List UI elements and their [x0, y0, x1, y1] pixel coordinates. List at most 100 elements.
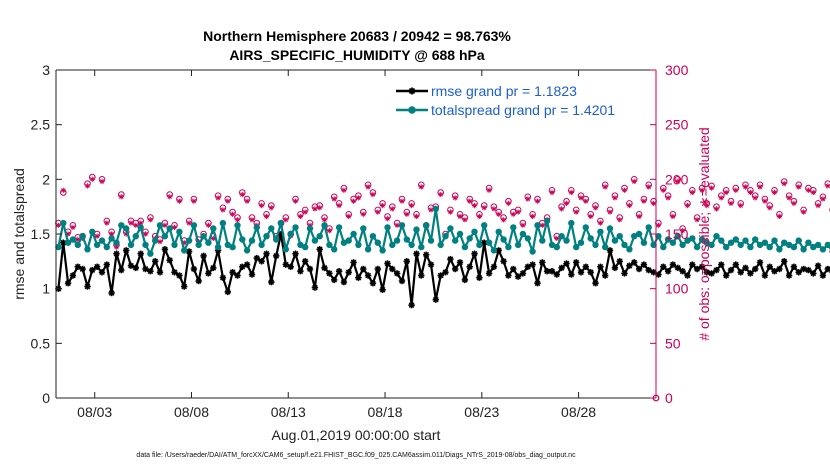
obs_evaluated-point [796, 184, 802, 190]
rmse-point [137, 250, 144, 257]
obs_evaluated-point [220, 207, 226, 213]
totalspread-point [398, 222, 406, 229]
rmse-point [660, 263, 667, 270]
totalspread-point [93, 241, 101, 249]
totalspread-point [142, 241, 149, 249]
totalspread-point [558, 232, 565, 240]
obs_evaluated-point [346, 213, 352, 220]
rmse-point [340, 278, 348, 286]
x-tick-label: 08/23 [464, 404, 499, 420]
rmse-point [500, 258, 507, 265]
totalspread-point [229, 243, 236, 251]
totalspread-point [350, 230, 357, 238]
y-axis-label: rmse and totalspread [11, 168, 27, 300]
obs_evaluated-point [365, 184, 371, 190]
rmse-point [331, 276, 338, 284]
rmse-point [548, 268, 556, 275]
rmse-point [553, 271, 560, 278]
totalspread-point [239, 236, 246, 243]
totalspread-point [374, 239, 381, 246]
rmse-point [234, 272, 241, 279]
obs_evaluated-point [147, 217, 153, 223]
obs_evaluated-point [675, 178, 681, 185]
obs_evaluated-point [481, 205, 487, 211]
rmse-point [577, 269, 585, 276]
legend-rmse-marker [408, 87, 416, 95]
totalspread-point [287, 230, 294, 238]
y2-tick-label: 50 [665, 335, 681, 351]
rmse-point [345, 269, 352, 276]
obs_evaluated-point [641, 198, 647, 204]
obs_evaluated-point [554, 235, 560, 241]
obs_evaluated-point [399, 198, 405, 204]
obs_evaluated-point [302, 209, 308, 215]
y2-tick-label: 0 [665, 390, 673, 406]
y-tick-label: 1.5 [31, 226, 51, 242]
rmse-point [321, 264, 328, 272]
obs_evaluated-point [718, 195, 724, 201]
obs_evaluated-point [244, 198, 250, 204]
obs_evaluated-point [94, 233, 100, 239]
obs_evaluated-point [341, 187, 347, 193]
obs_evaluated-point [351, 198, 357, 204]
totalspread-point [268, 225, 275, 232]
rmse-point [795, 269, 802, 276]
obs_evaluated-point [810, 189, 816, 196]
totalspread-point [761, 239, 769, 246]
rmse-point [103, 261, 111, 268]
rmse-point [669, 261, 677, 268]
totalspread-point [137, 224, 144, 231]
chart-subtitle: AIRS_SPECIFIC_HUMIDITY @ 688 hPa [229, 47, 485, 63]
obs_evaluated-point [602, 184, 608, 190]
totalspread-point [326, 241, 333, 249]
totalspread-point [195, 241, 202, 249]
totalspread-point [263, 232, 270, 240]
legend-rmse-label: rmse grand pr = 1.1823 [431, 83, 577, 99]
rmse-point [355, 274, 362, 281]
rmse-point [171, 269, 178, 276]
obs_evaluated-point [268, 205, 274, 211]
rmse-point [316, 246, 323, 253]
totalspread-point [273, 236, 280, 243]
obs_evaluated-point [99, 178, 105, 185]
obs_evaluated-point [684, 203, 691, 209]
rmse-point [413, 250, 420, 257]
totalspread-point [766, 243, 773, 251]
rmse-point [597, 263, 604, 270]
obs_evaluated-point [805, 187, 812, 193]
totalspread-point [132, 232, 139, 240]
totalspread-point [234, 222, 241, 229]
rmse-point [364, 272, 372, 279]
totalspread-point [277, 219, 285, 227]
rmse-point [592, 280, 599, 287]
rmse-point [510, 265, 517, 273]
obs_evaluated-point [558, 206, 565, 212]
axes-layer: 0 0.5 1 1.5 2 2.5 3 0 50 100 150 200 250 300 08/03 08/0… [31, 62, 689, 420]
totalspread-point [127, 241, 135, 249]
rmse-point [132, 264, 140, 272]
totalspread-point [616, 232, 623, 240]
obs_evaluated-point [742, 184, 749, 190]
rmse-point [679, 268, 686, 275]
obs_evaluated-point [70, 224, 76, 230]
totalspread-point [490, 247, 498, 254]
obs_evaluated-point [447, 209, 453, 215]
rmse-point [190, 265, 198, 273]
obs_evaluated-point [413, 213, 420, 220]
rmse-point [393, 270, 401, 277]
totalspread-point [790, 243, 798, 251]
rmse-point [379, 286, 386, 293]
legend-spread-marker [408, 106, 416, 114]
totalspread-point [752, 236, 759, 243]
totalspread-point [166, 225, 173, 232]
obs_evaluated-point [171, 224, 178, 230]
rmse-point [89, 266, 96, 274]
rmse-point [626, 262, 633, 269]
rmse-point [210, 264, 217, 272]
rmse-point [180, 283, 188, 290]
obs_evaluated-point [297, 213, 303, 220]
obs_evaluated-point [679, 228, 686, 234]
totalspread-point [805, 239, 812, 246]
totalspread-point [587, 235, 594, 242]
y2-axis-label: # of obs: o=possible; ∗=evaluated [696, 127, 712, 340]
